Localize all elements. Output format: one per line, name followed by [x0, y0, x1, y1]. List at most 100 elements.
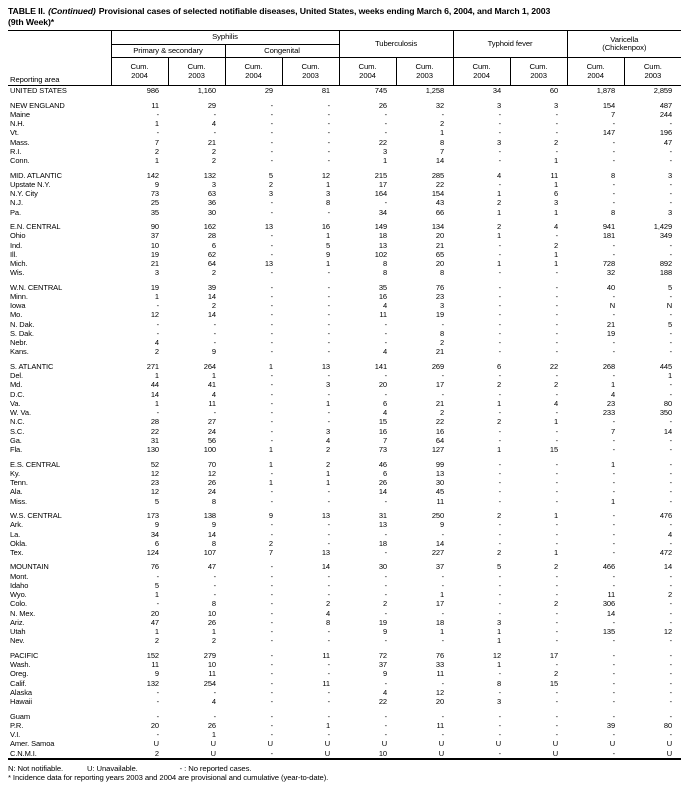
value-cell: - — [669, 711, 673, 721]
value-cell: 4 — [610, 389, 616, 399]
value-cell: - — [498, 520, 502, 530]
value-cell: 1 — [610, 380, 616, 390]
value-cell: 9 — [154, 669, 159, 679]
value-cell: 1 — [667, 371, 673, 381]
table-row: Miss. 5 8 - - - 11 - - 1 - — [8, 497, 681, 506]
value-cell: - — [213, 590, 217, 600]
col-header-cum-2004: Cum. 2004 — [111, 57, 169, 87]
value-cell: - — [270, 417, 274, 427]
value-cell: - — [270, 687, 274, 697]
value-cell: - — [612, 669, 616, 679]
value-cell: 37 — [378, 660, 388, 670]
value-cell: 80 — [663, 398, 673, 408]
value-cell: 8 — [211, 599, 216, 609]
value-cell: - — [669, 338, 673, 348]
value-cell: - — [270, 100, 274, 110]
value-cell: - — [555, 608, 559, 618]
reporting-area-cell: Pa. — [10, 207, 21, 217]
value-cell: 3 — [211, 179, 216, 189]
value-cell: - — [555, 408, 559, 418]
value-cell: - — [270, 730, 274, 740]
value-cell: - — [669, 678, 673, 688]
value-cell: - — [555, 459, 559, 469]
value-cell: 15 — [549, 445, 559, 455]
value-cell: N — [609, 301, 616, 311]
value-cell: 11 — [322, 650, 331, 660]
reporting-area-cell: Nebr. — [10, 338, 28, 348]
value-cell: - — [612, 189, 616, 199]
value-cell: - — [327, 291, 331, 301]
value-cell: 5 — [496, 562, 502, 572]
value-cell: 1 — [325, 720, 331, 730]
value-cell: 28 — [207, 231, 216, 241]
value-cell: - — [213, 109, 217, 119]
footnotes: N: Not notifiable. U: Unavailable. - : No … — [8, 764, 681, 783]
value-cell: 30 — [378, 562, 388, 572]
value-cell: 31 — [150, 435, 159, 445]
value-cell: - — [612, 347, 616, 357]
value-cell: - — [612, 580, 616, 590]
value-cell: 20 — [435, 697, 445, 707]
value-cell: - — [612, 660, 616, 670]
value-cell: 11 — [436, 496, 445, 506]
value-cell: - — [669, 687, 673, 697]
value-cell: 2 — [439, 338, 445, 348]
value-cell: 141 — [374, 361, 388, 371]
value-cell: 5 — [325, 240, 331, 250]
table-row: Mass. 7 21 - - 22 8 3 2 - 47 — [8, 138, 681, 147]
reporting-area-cell: Ill. — [10, 249, 18, 259]
value-cell: 8 — [211, 538, 216, 548]
value-cell: 19 — [435, 310, 445, 320]
value-cell: 7 — [610, 109, 616, 119]
reporting-area-cell: E.S. CENTRAL — [10, 459, 61, 469]
value-cell: - — [384, 529, 388, 539]
value-cell: - — [498, 301, 502, 311]
value-cell: - — [327, 310, 331, 320]
value-cell: 35 — [150, 207, 159, 217]
value-cell: 23 — [150, 478, 159, 488]
table-title-line1: TABLE II. (Continued) Provisional cases of… — [8, 6, 681, 17]
value-cell: 13 — [378, 240, 388, 250]
value-cell: - — [555, 319, 559, 329]
value-cell: 1 — [268, 478, 273, 488]
value-cell: - — [384, 730, 388, 740]
value-cell: - — [270, 580, 274, 590]
value-cell: - — [498, 319, 502, 329]
value-cell: - — [327, 487, 331, 497]
value-cell: - — [384, 571, 388, 581]
value-cell: 4 — [325, 435, 331, 445]
col-header-cum-2004: Cum. 2004 — [453, 57, 511, 87]
value-cell: - — [156, 571, 160, 581]
value-cell: - — [498, 711, 502, 721]
value-cell: - — [270, 338, 274, 348]
value-cell: 8 — [211, 496, 216, 506]
table-row-region-total: E.N. CENTRAL 90 162 13 16 149 134 2 4 941 1,429 — [8, 222, 681, 231]
reporting-area-cell: Ohio — [10, 231, 26, 241]
value-cell: 100 — [203, 445, 216, 455]
value-cell: 9 — [154, 520, 159, 530]
value-cell: - — [441, 678, 445, 688]
value-cell: 11 — [607, 590, 616, 600]
value-cell: - — [384, 678, 388, 688]
value-cell: 147 — [602, 128, 616, 138]
col-header-reporting-area: Reporting area — [8, 30, 112, 87]
value-cell: - — [327, 389, 331, 399]
value-cell: - — [498, 730, 502, 740]
col-header-cum-2004: Cum. 2004 — [567, 57, 625, 87]
value-cell: - — [555, 371, 559, 381]
reporting-area-cell: Tenn. — [10, 478, 28, 488]
value-cell: - — [612, 478, 616, 488]
value-cell: - — [384, 608, 388, 618]
table-row: Wis. 3 2- -8 8- -32 188 — [8, 268, 681, 277]
value-cell: 227 — [431, 548, 445, 557]
value-cell: - — [498, 156, 502, 166]
value-cell: - — [270, 119, 274, 129]
value-cell: - — [270, 660, 274, 670]
value-cell: - — [555, 687, 559, 697]
value-cell: 4 — [211, 119, 216, 129]
value-cell: - — [555, 310, 559, 320]
value-cell: - — [612, 511, 616, 520]
value-cell: 1,429 — [653, 222, 673, 231]
col-subgroup-congenital: Congenital — [225, 44, 340, 59]
value-cell: 16 — [435, 426, 445, 436]
